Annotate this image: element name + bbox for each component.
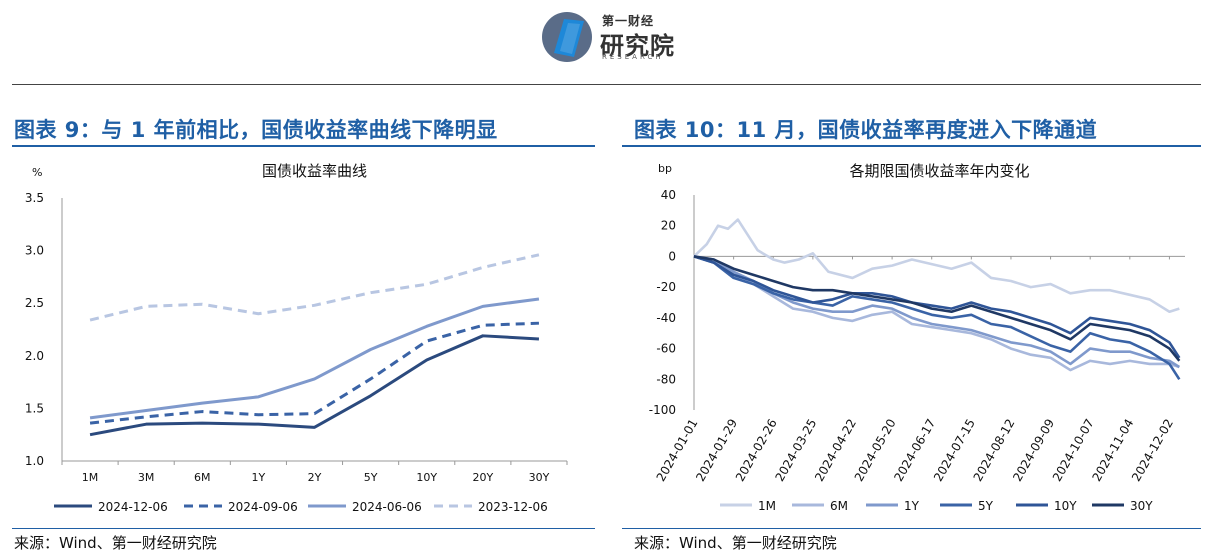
series-line-2023-12-06	[89, 253, 540, 322]
x-tick-label: 2024-10-07	[1050, 416, 1097, 483]
header-divider	[12, 84, 1201, 85]
x-tick-label: 20Y	[472, 471, 493, 484]
x-tick-label: 2024-11-04	[1089, 417, 1136, 484]
series-line-30Y	[693, 255, 1181, 362]
yield-curve-legend: 2024-12-06 2024-09-06 2024-06-06 2023-12-06	[54, 500, 548, 514]
yield-curve-axes: 1.0 1.5 2.0 2.5 3.0 3.5 1M 3M 6M 1Y 2Y 5Y 10Y 20Y 30Y	[25, 191, 568, 484]
figure-9-source: 来源：Wind、第一财经研究院	[14, 534, 217, 552]
legend-label: 1M	[758, 499, 776, 513]
yield-change-legend: 1M 6M 1Y 5Y 10Y 30Y	[720, 499, 1153, 513]
legend-label: 10Y	[1054, 499, 1077, 513]
y-tick-label: 2.5	[25, 296, 44, 310]
x-tick-label: 2024-07-15	[931, 417, 978, 484]
x-tick-label: 2024-03-25	[772, 417, 819, 484]
x-tick-label: 2024-08-12	[971, 417, 1018, 484]
company-logo	[542, 12, 592, 62]
x-tick-label: 2024-01-29	[693, 417, 740, 484]
yield-curve-series	[89, 253, 540, 437]
y-tick-label: 40	[661, 188, 676, 202]
y-axis-unit: %	[32, 166, 42, 179]
yield-change-chart: 40 20 0 -20 -40 -60 -80 -1002024-01-012024-01-2…	[649, 162, 1185, 513]
figure-10-source: 来源：Wind、第一财经研究院	[634, 534, 837, 552]
chart-title: 国债收益率曲线	[262, 162, 367, 180]
yield-curve-chart: 1.01.52.02.53.03.51M 3M 6M 1Y 2Y 5Y 10Y 20Y 30Y …	[25, 162, 568, 514]
logo-text-big: 研究院	[600, 32, 675, 60]
x-tick-label: 1Y	[252, 471, 266, 484]
figure-9-heading: 图表 9：与 1 年前相比，国债收益率曲线下降明显	[14, 118, 498, 142]
series-line-2024-12-06	[89, 334, 540, 437]
y-tick-label: 2.0	[25, 349, 44, 363]
y-tick-label: 0	[668, 249, 676, 263]
figure-10-heading-rule	[622, 145, 1201, 147]
figure-9-source-rule	[12, 528, 595, 529]
y-tick-label: 1.0	[25, 454, 44, 468]
x-tick-label: 10Y	[416, 471, 437, 484]
y-tick-label: -100	[649, 403, 676, 417]
figure-10-source-rule	[622, 528, 1201, 529]
yield-change-series	[693, 218, 1181, 380]
legend-label: 2023-12-06	[478, 500, 548, 514]
x-tick-label: 6M	[194, 471, 211, 484]
x-tick-label: 2024-01-01	[654, 417, 701, 484]
series-line-6M	[693, 255, 1180, 372]
x-tick-label: 2024-02-26	[733, 417, 780, 484]
y-tick-label: -20	[656, 280, 676, 294]
logo-text-en: RESEARCH	[602, 53, 664, 61]
series-line-2024-06-06	[89, 297, 540, 420]
legend-label: 2024-06-06	[352, 500, 422, 514]
yield-change-axes: 40 20 0 -20 -40 -60 -80 -1002024-01-012024-01-2…	[649, 188, 1185, 484]
y-tick-label: -40	[656, 311, 676, 325]
legend-label: 30Y	[1130, 499, 1153, 513]
x-tick-label: 2024-06-17	[891, 417, 938, 484]
y-axis-unit: bp	[658, 162, 672, 175]
y-tick-label: 20	[661, 219, 676, 233]
series-line-1M	[693, 218, 1180, 314]
figure-9-heading-rule	[12, 145, 595, 147]
x-tick-label: 2024-04-22	[812, 417, 859, 484]
logo-text-small: 第一财经	[602, 14, 655, 28]
legend-label: 5Y	[978, 499, 994, 513]
x-tick-label: 2024-05-20	[852, 417, 899, 484]
y-tick-label: 1.5	[25, 401, 44, 415]
legend-label: 2024-12-06	[98, 500, 168, 514]
series-line-1Y	[693, 255, 1181, 369]
series-line-10Y	[693, 255, 1181, 359]
x-tick-label: 5Y	[364, 471, 378, 484]
legend-label: 2024-09-06	[228, 500, 298, 514]
y-tick-label: 3.5	[25, 191, 44, 205]
figure-10-heading: 图表 10：11 月，国债收益率再度进入下降通道	[634, 118, 1098, 142]
x-tick-label: 2Y	[308, 471, 322, 484]
chart-title: 各期限国债收益率年内变化	[849, 162, 1029, 180]
logo-shape	[554, 19, 584, 57]
x-tick-label: 2024-12-02	[1129, 417, 1176, 484]
legend-label: 1Y	[904, 499, 920, 513]
y-tick-label: -80	[656, 372, 676, 386]
x-tick-label: 1M	[82, 471, 99, 484]
series-line-5Y	[693, 255, 1181, 380]
y-tick-label: -60	[656, 342, 676, 356]
x-tick-label: 2024-09-09	[1010, 417, 1057, 484]
x-tick-label: 30Y	[529, 471, 550, 484]
legend-label: 6M	[830, 499, 848, 513]
series-line-2024-09-06	[89, 321, 540, 425]
x-tick-label: 3M	[138, 471, 155, 484]
y-tick-label: 3.0	[25, 244, 44, 258]
